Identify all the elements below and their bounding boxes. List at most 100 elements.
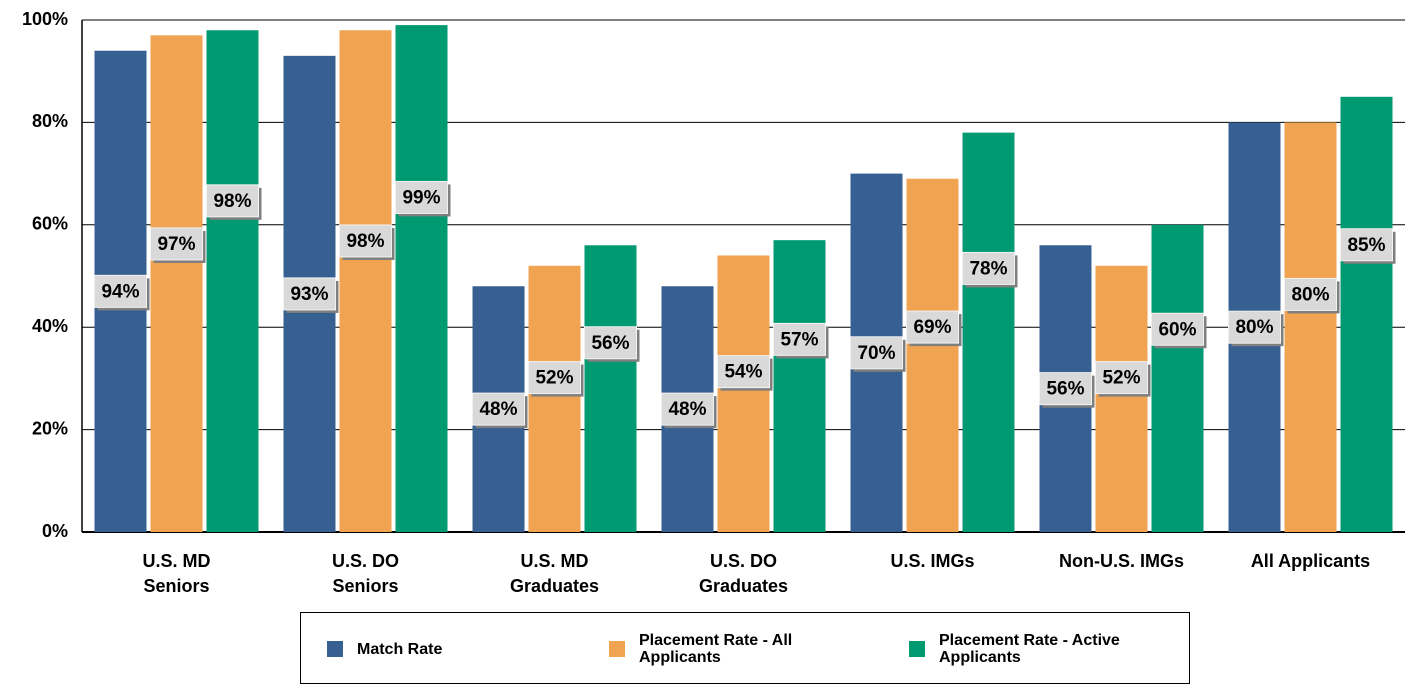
label-box: [395, 180, 448, 214]
x-tick-label: U.S. MD: [520, 551, 588, 571]
data-label: 98%: [339, 224, 395, 260]
data-label: 80%: [1228, 310, 1284, 347]
data-label-text: 85%: [1347, 235, 1385, 256]
data-label: 54%: [717, 355, 773, 391]
bar: [717, 255, 770, 532]
bar: [962, 132, 1015, 532]
label-box: [850, 336, 903, 370]
x-tick-label: U.S. DO: [332, 551, 399, 571]
x-tick-label: Graduates: [699, 576, 788, 596]
y-tick-label: 40%: [32, 316, 68, 336]
label-box: [661, 392, 714, 426]
chart: 0% 20% 40% 60% 80% 100% U.S. MD Seniors U.S. DO S…: [22, 9, 1405, 596]
legend-swatch: [609, 641, 625, 657]
bar: [528, 265, 581, 532]
data-label-text: 70%: [857, 343, 895, 364]
data-label-text: 48%: [479, 399, 517, 420]
bar: [773, 240, 826, 532]
data-label: 78%: [962, 251, 1018, 288]
data-label-text: 78%: [969, 258, 1007, 279]
label-box: [1340, 228, 1393, 262]
label-box: [206, 184, 259, 218]
data-label: 94%: [94, 274, 150, 311]
x-tick-label: U.S. IMGs: [890, 551, 974, 571]
data-label-text: 93%: [290, 284, 328, 305]
data-label-text: 98%: [213, 191, 251, 212]
label-box: [94, 274, 147, 308]
label-box: [1039, 372, 1092, 406]
legend: Match Rate Placement Rate - All Applicant…: [300, 612, 1190, 684]
bar: [395, 25, 448, 533]
data-label-text: 52%: [1102, 368, 1140, 389]
label-box: [1228, 310, 1281, 344]
data-label-text: 54%: [724, 362, 762, 383]
bar: [1151, 224, 1204, 533]
x-tick-label: U.S. DO: [710, 551, 777, 571]
data-label: 52%: [1095, 361, 1151, 397]
data-label: 99%: [395, 180, 451, 217]
data-label-text: 99%: [402, 187, 440, 208]
data-label: 52%: [528, 361, 584, 397]
label-box: [283, 277, 336, 311]
bar: [150, 35, 203, 533]
label-box: [717, 355, 770, 389]
data-label: 93%: [283, 277, 339, 313]
label-box: [472, 392, 525, 426]
data-label: 69%: [906, 310, 962, 347]
data-label-text: 80%: [1291, 284, 1329, 305]
bar: [1095, 265, 1148, 532]
legend-label: Placement Rate - All Applicants: [639, 632, 793, 666]
data-label-text: 60%: [1158, 319, 1196, 340]
data-label-text: 97%: [157, 234, 195, 255]
data-label-text: 69%: [913, 317, 951, 338]
data-label: 48%: [661, 392, 717, 429]
x-tick-label: Seniors: [143, 576, 209, 596]
legend-entry: Placement Rate - Active Applicants: [909, 613, 1169, 685]
label-box: [773, 322, 826, 356]
bar: [206, 30, 259, 533]
label-box: [584, 326, 637, 360]
legend-entry: Placement Rate - All Applicants: [609, 613, 869, 685]
y-tick-label: 80%: [32, 111, 68, 131]
y-tick-label: 100%: [22, 9, 68, 29]
bar: [339, 30, 392, 533]
data-label-text: 98%: [346, 231, 384, 252]
bar: [906, 178, 959, 532]
label-box: [906, 310, 959, 344]
x-tick-label: Graduates: [510, 576, 599, 596]
label-box: [962, 251, 1015, 285]
label-box: [1284, 277, 1337, 311]
x-tick-label: Non-U.S. IMGs: [1059, 551, 1184, 571]
label-box: [1095, 361, 1148, 395]
legend-swatch: [327, 641, 343, 657]
data-label-text: 80%: [1235, 317, 1273, 338]
x-tick-label: All Applicants: [1251, 551, 1370, 571]
data-label: 60%: [1151, 312, 1207, 349]
data-label: 97%: [150, 227, 206, 263]
legend-label: Match Rate: [357, 640, 443, 658]
data-label: 70%: [850, 336, 906, 372]
label-box: [150, 227, 203, 261]
x-tick-label: U.S. MD: [142, 551, 210, 571]
data-label-text: 57%: [780, 329, 818, 350]
data-label: 56%: [584, 326, 640, 362]
legend-swatch: [909, 641, 925, 657]
data-label-text: 48%: [668, 399, 706, 420]
data-label: 56%: [1039, 372, 1095, 408]
bar: [584, 245, 637, 532]
label-box: [339, 224, 392, 258]
data-label: 48%: [472, 392, 528, 429]
y-tick-label: 0%: [42, 521, 68, 541]
bar: [1284, 122, 1337, 533]
data-label: 85%: [1340, 228, 1396, 264]
data-label-text: 52%: [535, 368, 573, 389]
label-box: [1151, 312, 1204, 346]
y-tick-label: 60%: [32, 214, 68, 234]
data-label-text: 94%: [101, 281, 139, 302]
bar: [1340, 96, 1393, 533]
label-box: [528, 361, 581, 395]
data-label: 57%: [773, 322, 829, 359]
data-label: 98%: [206, 184, 262, 220]
data-label: 80%: [1284, 277, 1340, 314]
